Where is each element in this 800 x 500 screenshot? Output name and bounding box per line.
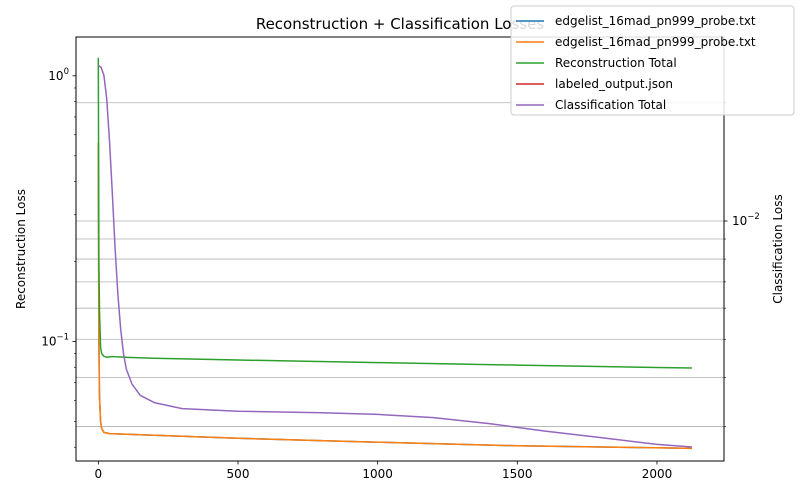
legend-label: Reconstruction Total	[555, 56, 677, 70]
y-tick-label: 10−1	[41, 333, 69, 349]
series-line	[97, 142, 692, 450]
y-tick-label: 100	[48, 67, 69, 83]
x-tick-label: 1000	[362, 467, 393, 481]
series-line	[97, 57, 692, 369]
y2-axis-label: Classification Loss	[771, 194, 785, 304]
legend: edgelist_16mad_pn999_probe.txt edgelist_1…	[510, 5, 795, 116]
x-tick-label: 500	[227, 467, 250, 481]
series-lines	[97, 57, 692, 450]
series-line	[97, 142, 692, 450]
legend-label: Classification Total	[555, 98, 666, 112]
legend-label: labeled_output.json	[555, 77, 673, 91]
plot-frame	[75, 36, 725, 462]
x-tick-label: 1500	[502, 467, 533, 481]
y2-tick-label: 10−2	[732, 212, 760, 228]
x-tick-label: 2000	[642, 467, 673, 481]
legend-label: edgelist_16mad_pn999_probe.txt	[555, 14, 756, 28]
x-axis-ticks: 0 500 1000 1500 2000	[95, 461, 673, 481]
y2-axis-ticks: 10−2	[724, 102, 760, 427]
chart-title: Reconstruction + Classification Losses	[256, 15, 545, 33]
series-line	[97, 64, 692, 448]
x-tick-label: 0	[95, 467, 103, 481]
gridlines	[76, 102, 724, 427]
legend-label: edgelist_16mad_pn999_probe.txt	[555, 35, 756, 49]
y-axis-ticks: 100 10−1	[41, 67, 76, 448]
legend-box	[510, 5, 795, 116]
y-axis-label: Reconstruction Loss	[14, 189, 28, 309]
